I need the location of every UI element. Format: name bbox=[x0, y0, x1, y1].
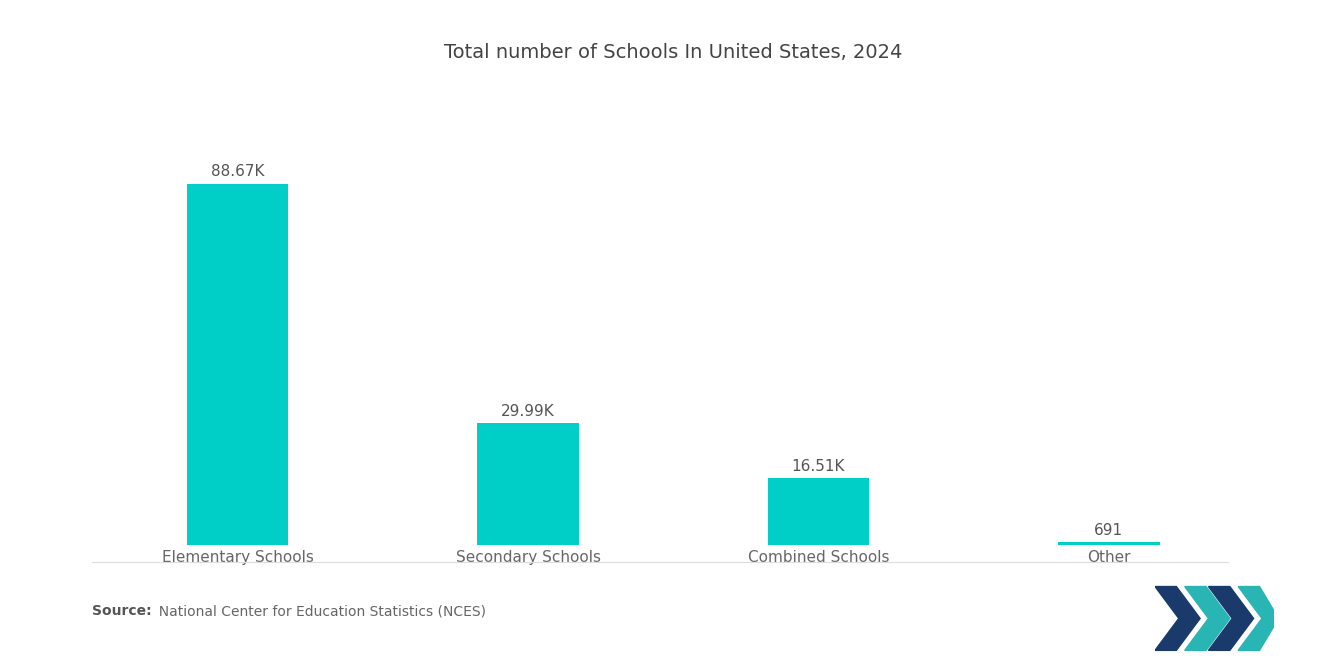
Text: National Center for Education Statistics (NCES): National Center for Education Statistics… bbox=[150, 604, 487, 618]
Text: 691: 691 bbox=[1094, 523, 1123, 538]
Bar bbox=[1059, 543, 1160, 545]
Text: 88.67K: 88.67K bbox=[211, 164, 264, 179]
Bar bbox=[767, 478, 869, 545]
Polygon shape bbox=[1185, 587, 1230, 650]
Polygon shape bbox=[1238, 587, 1274, 650]
Polygon shape bbox=[1209, 587, 1254, 650]
Title: Total number of Schools In United States, 2024: Total number of Schools In United States… bbox=[444, 43, 903, 63]
Text: 29.99K: 29.99K bbox=[502, 404, 554, 418]
Bar bbox=[187, 184, 288, 545]
Text: Source:: Source: bbox=[92, 604, 152, 618]
Polygon shape bbox=[1155, 587, 1200, 650]
Text: 16.51K: 16.51K bbox=[792, 459, 845, 473]
Bar bbox=[478, 423, 578, 545]
